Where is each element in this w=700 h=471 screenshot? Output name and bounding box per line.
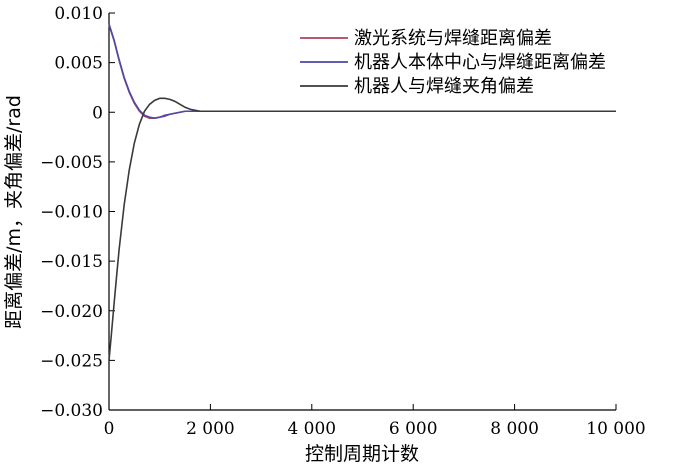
- x-ticks: 0 2 000 4 000 6 000 8 000 10 000: [104, 404, 646, 439]
- x-axis-title: 控制周期计数: [305, 443, 419, 465]
- y-tick-label: −0.030: [40, 401, 103, 421]
- x-tick-label: 6 000: [389, 419, 438, 439]
- y-tick-label: 0.010: [54, 4, 103, 24]
- y-tick-label: −0.020: [40, 302, 103, 322]
- legend-label-2: 机器人与焊缝夹角偏差: [354, 76, 534, 97]
- legend-label-1: 机器人本体中心与焊缝距离偏差: [354, 52, 606, 73]
- y-tick-label: 0: [92, 103, 103, 123]
- y-tick-label: −0.010: [40, 203, 103, 223]
- series-group: [108, 23, 616, 361]
- y-tick-label: −0.005: [40, 153, 103, 173]
- y-ticks: 0.010 0.005 0 −0.005 −0.010 −0.015 −0.020 −0.02…: [40, 4, 115, 421]
- x-tick-label: 4 000: [287, 419, 336, 439]
- y-tick-label: 0.005: [54, 54, 103, 74]
- x-tick-label: 2 000: [186, 419, 235, 439]
- x-tick-label: 8 000: [490, 419, 539, 439]
- y-axis-title: 距离偏差/m，夹角偏差/rad: [3, 95, 25, 329]
- legend-label-0: 激光系统与焊缝距离偏差: [354, 28, 552, 49]
- y-tick-label: −0.025: [40, 351, 103, 371]
- x-tick-label: 10 000: [586, 419, 645, 439]
- x-tick-label: 0: [104, 419, 115, 439]
- series-line-2: [108, 97, 616, 361]
- y-tick-label: −0.015: [40, 252, 103, 272]
